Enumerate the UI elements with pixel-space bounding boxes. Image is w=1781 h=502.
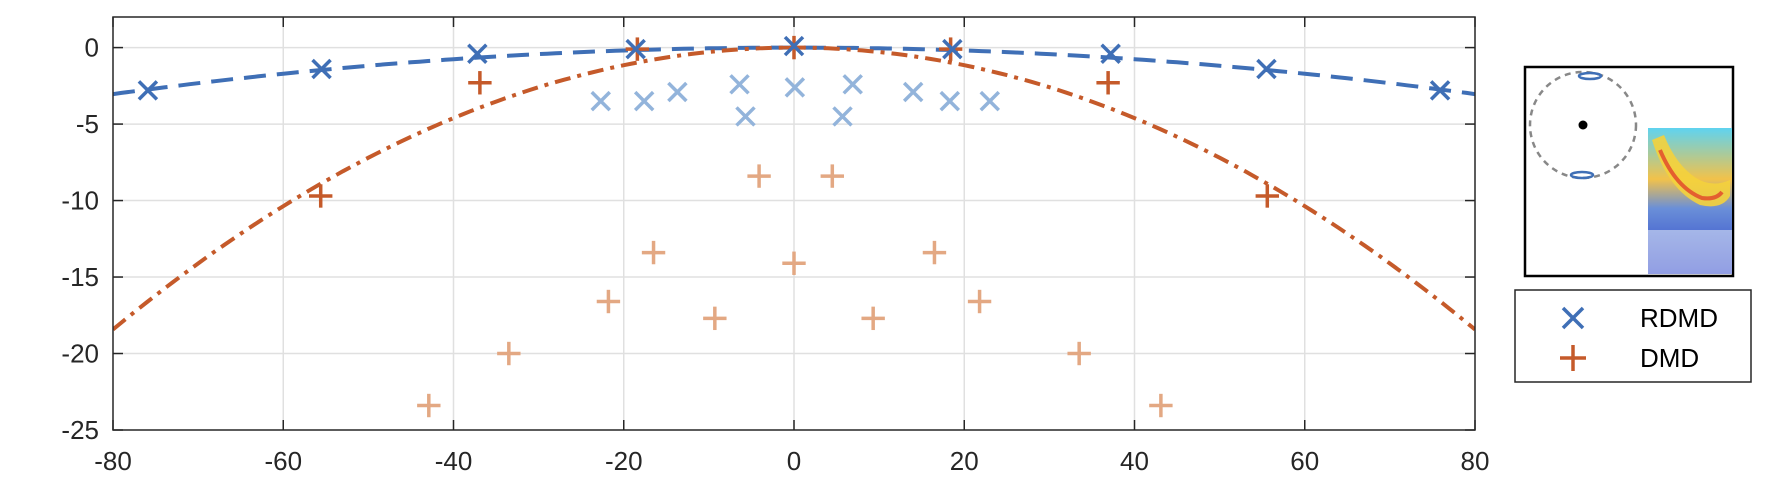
dmd-marker [309, 184, 333, 208]
legend-marker-rdmd [1561, 306, 1585, 330]
legend-box [1514, 289, 1752, 383]
rdmd-marker [590, 90, 612, 112]
eigenvalue-cluster-top [1577, 71, 1603, 81]
x-tick-label: 40 [1120, 446, 1149, 476]
dmd-marker [1067, 341, 1091, 366]
x-tick-label: -60 [264, 446, 302, 476]
dmd-marker [417, 393, 441, 418]
dmd-marker [1255, 184, 1279, 208]
rdmd-marker [832, 106, 853, 127]
dmd-marker [1096, 71, 1120, 95]
rdmd-marker [979, 90, 1001, 112]
rdmd-marker [735, 106, 756, 127]
unit-circle [1528, 70, 1638, 180]
rdmd-marker [784, 77, 806, 98]
y-tick-label: -10 [61, 186, 99, 216]
dmd-marker [782, 251, 806, 275]
axis-ticks: -80 -60 -40 -20 0 20 40 60 80 0 -5 -10 -15 -20 -25 [61, 17, 1489, 476]
dmd-marker [703, 306, 727, 331]
legend: RDMD DMD [1514, 289, 1752, 383]
y-tick-label: 0 [85, 33, 99, 63]
grid [113, 17, 1475, 430]
rdmd-marker [137, 80, 159, 101]
center-dot [1578, 120, 1588, 130]
x-tick-label: 0 [787, 446, 801, 476]
legend-label-dmd: DMD [1640, 343, 1699, 373]
x-tick-label: 60 [1290, 446, 1319, 476]
rdmd-marker [667, 81, 688, 103]
data-markers [137, 35, 1451, 418]
y-tick-label: -25 [61, 415, 99, 445]
dmd-marker [967, 289, 992, 314]
rdmd-marker [1100, 43, 1121, 64]
y-tick-label: -5 [76, 109, 99, 139]
dmd-marker [596, 289, 621, 314]
rdmd-marker [942, 38, 963, 60]
rdmd-fit-curve [113, 45, 1475, 97]
rdmd-marker [625, 38, 646, 60]
dmd-marker [820, 164, 845, 188]
rdmd-marker [783, 35, 805, 57]
dmd-marker [747, 164, 771, 188]
x-tick-label: -80 [94, 446, 132, 476]
rdmd-marker [1429, 80, 1451, 101]
legend-label-rdmd: RDMD [1640, 303, 1718, 333]
dmd-marker [922, 240, 947, 265]
x-tick-label: 80 [1461, 446, 1490, 476]
legend-marker-dmd [1560, 345, 1586, 371]
dmd-marker [468, 71, 492, 95]
legend-marker-rdmd [1561, 306, 1585, 330]
x-tick-label: -20 [605, 446, 643, 476]
rdmd-marker [939, 90, 961, 112]
y-tick-label: -20 [61, 339, 99, 369]
rdmd-marker [633, 90, 655, 112]
x-tick-label: 20 [950, 446, 979, 476]
rdmd-marker [842, 74, 863, 95]
dmd-marker [1149, 393, 1173, 418]
rdmd-marker [1256, 58, 1277, 80]
legend-marker-dmd [1560, 345, 1586, 371]
rdmd-marker [729, 74, 750, 95]
y-tick-label: -15 [61, 262, 99, 292]
x-tick-label: -40 [435, 446, 473, 476]
dmd-marker [497, 341, 521, 366]
rdmd-marker [902, 81, 924, 103]
dmd-marker [641, 240, 666, 265]
inset [1523, 65, 1735, 278]
dmd-marker [861, 306, 885, 331]
flow-field-image [1648, 128, 1732, 274]
eigenvalue-cluster-bottom [1569, 170, 1595, 180]
rdmd-marker [311, 58, 332, 80]
rdmd-marker [467, 43, 488, 64]
